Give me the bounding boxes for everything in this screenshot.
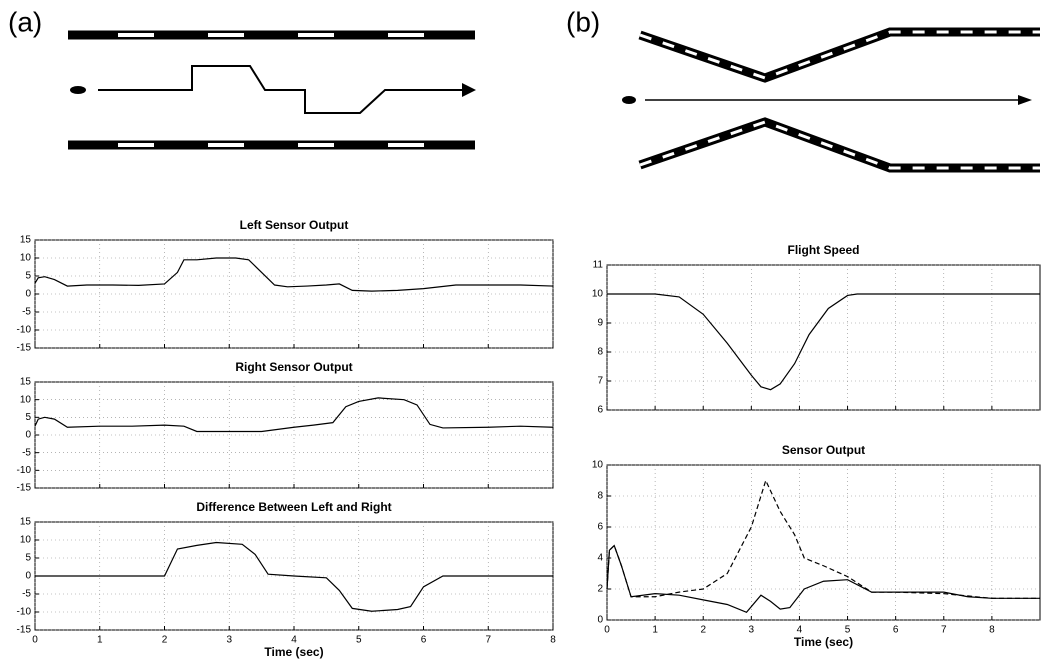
y-tick-label: -15 — [17, 343, 32, 354]
x-tick-label: 1 — [97, 635, 103, 646]
y-tick-label: 10 — [20, 535, 32, 546]
chart-title: Sensor Output — [782, 443, 865, 457]
x-tick-label: 0 — [604, 625, 610, 636]
y-tick-label: 10 — [20, 253, 32, 264]
y-tick-label: 15 — [20, 235, 32, 246]
x-tick-label: 3 — [749, 625, 755, 636]
data-line — [34, 397, 554, 433]
x-axis-label: Time (sec) — [264, 645, 323, 659]
x-tick-label: 4 — [797, 625, 803, 636]
y-tick-label: 6 — [597, 522, 603, 533]
y-tick-label: -15 — [17, 625, 32, 636]
y-tick-label: -5 — [22, 589, 31, 600]
x-tick-label: 2 — [162, 635, 168, 646]
y-tick-label: 0 — [25, 571, 31, 582]
y-tick-label: 8 — [597, 491, 603, 502]
y-tick-label: -10 — [17, 607, 32, 618]
y-tick-label: 8 — [597, 347, 603, 358]
x-tick-label: 6 — [421, 635, 427, 646]
y-tick-label: 9 — [597, 318, 603, 329]
data-line — [35, 541, 553, 612]
chart: -15 -10 -5 0 5 10 15 0 1 2 3 4 5 6 7 8 Difference Betwee… — [17, 500, 557, 659]
chart: -15 -10 -5 0 5 10 15 Right Sensor Output — [17, 360, 554, 494]
y-tick-label: 15 — [20, 517, 32, 528]
plot-area — [606, 464, 1041, 621]
x-tick-label: 8 — [550, 635, 556, 646]
y-tick-label: 15 — [20, 377, 32, 388]
x-tick-label: 6 — [893, 625, 899, 636]
y-tick-label: -15 — [17, 483, 32, 494]
chart-title: Right Sensor Output — [235, 360, 352, 374]
data-line — [607, 293, 1040, 391]
x-tick-label: 8 — [989, 625, 995, 636]
y-tick-label: 10 — [592, 289, 604, 300]
x-tick-label: 7 — [485, 635, 491, 646]
y-tick-label: 4 — [597, 553, 603, 564]
x-tick-label: 0 — [32, 635, 38, 646]
panel-label: (b) — [566, 6, 600, 37]
chart-title: Flight Speed — [788, 243, 860, 257]
x-tick-label: 1 — [652, 625, 658, 636]
y-tick-label: 0 — [25, 430, 31, 441]
chart: 0 2 4 6 8 10 0 1 2 3 4 5 6 7 8 Sensor Output Time (sec) — [592, 443, 1041, 649]
y-tick-label: 10 — [592, 460, 604, 471]
x-tick-label: 5 — [845, 625, 851, 636]
y-tick-label: 11 — [593, 260, 604, 271]
corridor-diagram-b — [622, 27, 1040, 173]
x-tick-label: 4 — [291, 635, 297, 646]
y-tick-label: 6 — [597, 405, 603, 416]
x-tick-label: 3 — [226, 635, 232, 646]
chart-title: Left Sensor Output — [240, 218, 349, 232]
y-tick-label: 0 — [25, 289, 31, 300]
x-tick-label: 2 — [700, 625, 706, 636]
plot-area — [606, 264, 1041, 411]
y-tick-label: 7 — [597, 376, 603, 387]
data-line — [606, 478, 1040, 599]
y-tick-label: 5 — [25, 412, 31, 423]
plot-area — [34, 239, 554, 349]
chart: 6 7 8 9 10 11 Flight Speed — [592, 243, 1041, 416]
x-tick-label: 7 — [941, 625, 947, 636]
chart-title: Difference Between Left and Right — [196, 500, 391, 514]
y-tick-label: -10 — [17, 465, 32, 476]
y-tick-label: 10 — [20, 394, 32, 405]
y-tick-label: -10 — [17, 325, 32, 336]
x-axis-label: Time (sec) — [794, 635, 853, 649]
y-tick-label: -5 — [22, 307, 31, 318]
corridor-diagram-a — [68, 30, 476, 150]
y-tick-label: 5 — [25, 553, 31, 564]
x-tick-label: 5 — [356, 635, 362, 646]
y-tick-label: -5 — [22, 447, 31, 458]
y-tick-label: 2 — [597, 584, 603, 595]
data-line — [34, 257, 554, 292]
y-tick-label: 0 — [597, 615, 603, 626]
panel-label: (a) — [8, 6, 42, 37]
chart: -15 -10 -5 0 5 10 15 Left Sensor Output — [17, 218, 554, 354]
y-tick-label: 5 — [25, 271, 31, 282]
